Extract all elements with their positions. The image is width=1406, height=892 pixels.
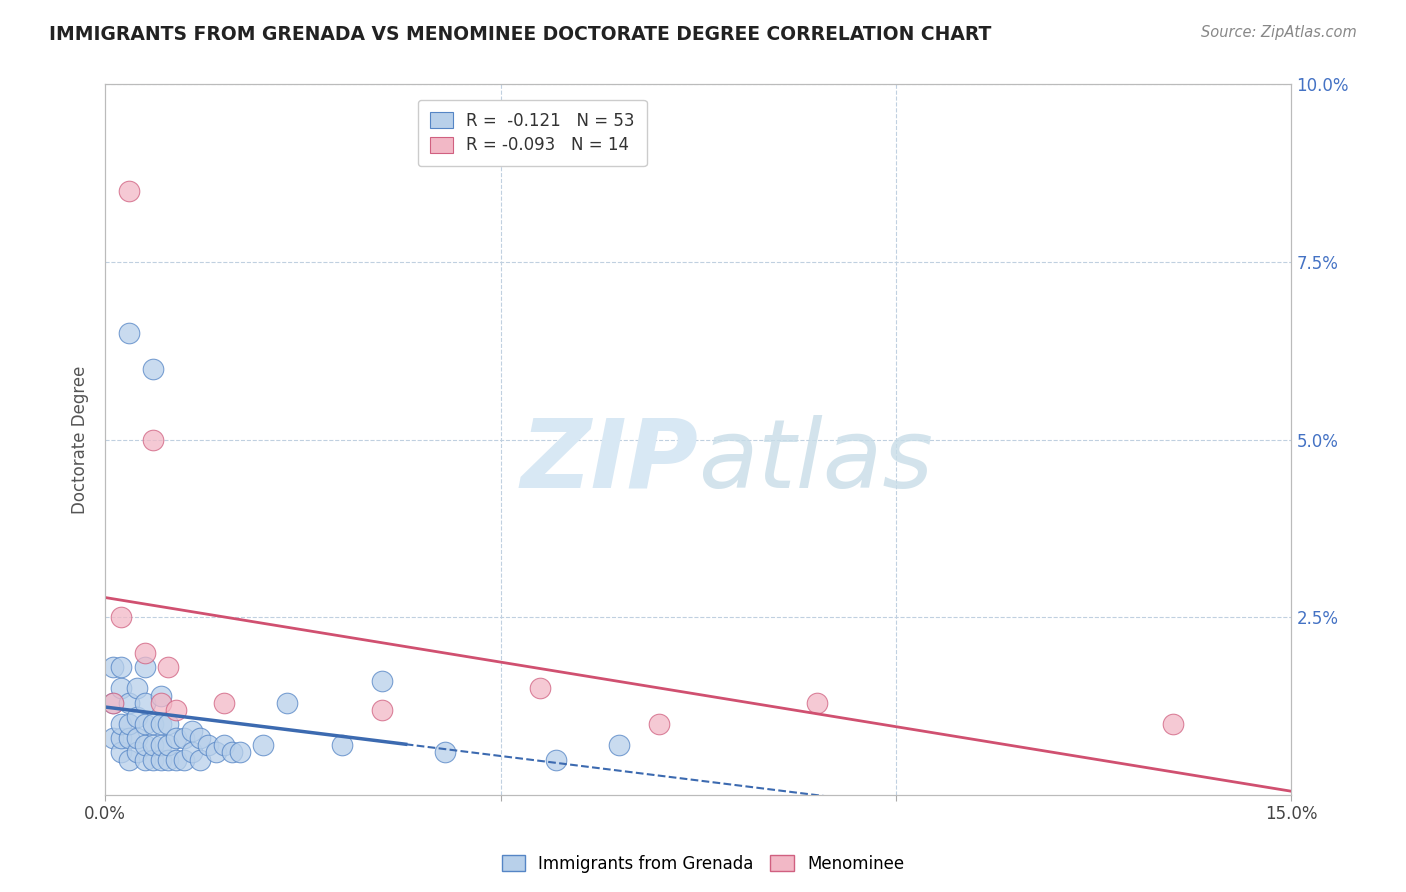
Point (212, 696, 235, 710)
Point (188, 731, 211, 746)
Point (434, 746, 457, 760)
Point (276, 696, 298, 710)
Point (181, 746, 204, 760)
Point (110, 731, 132, 746)
Point (806, 696, 828, 710)
Point (134, 660, 156, 674)
Point (188, 752, 211, 766)
Point (110, 746, 132, 760)
Point (157, 660, 180, 674)
Point (371, 674, 394, 689)
Point (125, 681, 148, 696)
Point (125, 746, 148, 760)
Point (142, 717, 165, 731)
Point (101, 696, 124, 710)
Point (110, 717, 132, 731)
Text: IMMIGRANTS FROM GRENADA VS MENOMINEE DOCTORATE DEGREE CORRELATION CHART: IMMIGRANTS FROM GRENADA VS MENOMINEE DOC… (49, 25, 991, 44)
Point (134, 752, 156, 766)
Text: atlas: atlas (699, 415, 934, 508)
Point (134, 717, 156, 731)
Point (125, 731, 148, 746)
Point (118, 752, 141, 766)
Point (118, 696, 141, 710)
Point (252, 739, 274, 753)
Point (142, 739, 165, 753)
Point (221, 746, 243, 760)
Point (1161, 717, 1184, 731)
Point (149, 717, 172, 731)
Point (173, 752, 195, 766)
Point (142, 433, 165, 447)
Point (118, 326, 141, 340)
Point (142, 361, 165, 376)
Point (173, 731, 195, 746)
Point (157, 717, 180, 731)
Point (118, 184, 141, 198)
Point (197, 739, 219, 753)
Point (101, 696, 124, 710)
Y-axis label: Doctorate Degree: Doctorate Degree (72, 366, 89, 514)
Text: Source: ZipAtlas.com: Source: ZipAtlas.com (1201, 25, 1357, 40)
Point (118, 731, 141, 746)
Point (205, 746, 228, 760)
Point (332, 739, 354, 753)
Point (142, 752, 165, 766)
Point (648, 717, 671, 731)
Point (212, 739, 235, 753)
Point (118, 717, 141, 731)
Point (134, 646, 156, 660)
Point (165, 731, 187, 746)
Point (125, 710, 148, 724)
Point (371, 703, 394, 717)
Legend: R =  -0.121   N = 53, R = -0.093   N = 14: R = -0.121 N = 53, R = -0.093 N = 14 (418, 100, 647, 166)
Point (101, 731, 124, 746)
Legend: Immigrants from Grenada, Menominee: Immigrants from Grenada, Menominee (495, 848, 911, 880)
Point (228, 746, 250, 760)
Point (134, 739, 156, 753)
Point (110, 610, 132, 624)
Text: ZIP: ZIP (520, 415, 699, 508)
Point (607, 739, 630, 753)
Point (157, 739, 180, 753)
Point (149, 739, 172, 753)
Point (149, 689, 172, 703)
Point (134, 696, 156, 710)
Point (529, 681, 551, 696)
Point (110, 660, 132, 674)
Point (165, 703, 187, 717)
Point (101, 660, 124, 674)
Point (181, 724, 204, 739)
Point (165, 752, 187, 766)
Point (544, 752, 567, 766)
Point (110, 681, 132, 696)
Point (157, 752, 180, 766)
Point (149, 696, 172, 710)
Point (149, 752, 172, 766)
